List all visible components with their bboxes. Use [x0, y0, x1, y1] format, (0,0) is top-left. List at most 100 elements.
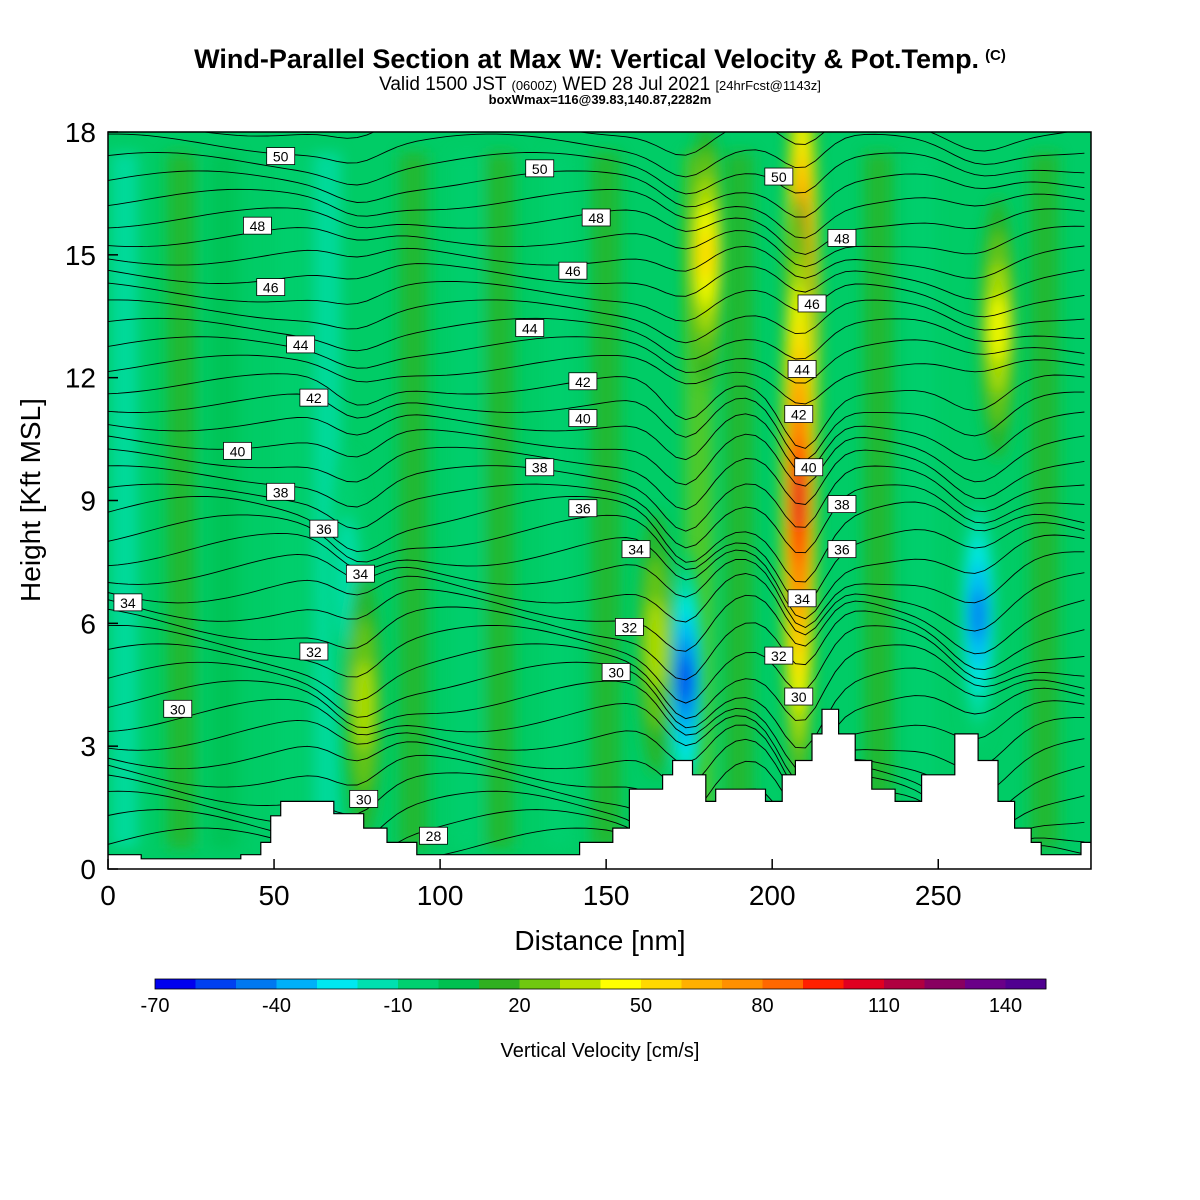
- velocity-features: [329, 132, 1017, 837]
- isotherm-line: [108, 188, 1085, 239]
- isotherm-label: 38: [525, 458, 555, 477]
- isotherm-line: [108, 738, 1085, 802]
- isotherm-label-text: 40: [801, 460, 817, 476]
- isotherm-label: 46: [558, 261, 588, 280]
- colorbar-swatch: [803, 979, 844, 989]
- velocity-core: [969, 588, 987, 642]
- isotherm-label-text: 42: [306, 390, 322, 406]
- isotherm-label: 48: [581, 208, 611, 227]
- plot-area: 50 50 50 48 48 48 46 46 46 44 44 44 42 42 42 40 40 40 38 38…: [108, 132, 1091, 869]
- colorbar-swatch: [965, 979, 1006, 989]
- x-tick-label: 0: [100, 880, 116, 911]
- colorbar-swatch: [155, 979, 196, 989]
- colorbar-swatch: [398, 979, 439, 989]
- isotherm-label: 34: [621, 540, 651, 559]
- isotherm-label-text: 40: [230, 443, 246, 459]
- isotherm-label-text: 38: [273, 484, 289, 500]
- velocity-band: [210, 152, 239, 849]
- isotherm-label-text: 30: [791, 689, 807, 705]
- colorbar-swatch: [519, 979, 561, 989]
- isotherm-label: 38: [266, 482, 296, 501]
- isotherm-label-text: 32: [771, 648, 787, 664]
- colorbar-swatch: [924, 979, 966, 989]
- valid-time: Valid 1500 JST: [379, 74, 507, 95]
- y-tick-label: 3: [80, 731, 96, 762]
- colorbar-swatch: [236, 979, 277, 989]
- y-tick-label: 15: [65, 240, 96, 271]
- isotherm-label-text: 34: [353, 566, 369, 582]
- colorbar-tick-label: 20: [508, 995, 530, 1017]
- isotherm-label: 42: [784, 405, 814, 423]
- isotherm-label-text: 44: [794, 361, 810, 377]
- isotherm-line: [108, 532, 1085, 620]
- velocity-core: [677, 658, 694, 703]
- velocity-band: [724, 152, 753, 849]
- isotherm-label-text: 48: [834, 230, 850, 246]
- isotherm-label: 46: [797, 294, 827, 313]
- colorbar-swatch: [479, 979, 520, 989]
- isotherm-labels: 50 50 50 48 48 48 46 46 46 44 44 44 42 42 42 40 40 40 38 38…: [113, 147, 857, 845]
- x-tick-label: 250: [915, 880, 962, 911]
- isotherm-label-text: 34: [120, 595, 136, 611]
- isotherm-label: 44: [515, 319, 545, 337]
- colorbar-swatch: [681, 979, 723, 989]
- isotherm-label: 46: [256, 278, 286, 296]
- velocity-band: [167, 152, 196, 849]
- isotherm-label: 48: [827, 229, 857, 247]
- valid-date: WED 28 Jul 2021: [562, 74, 711, 95]
- isotherm-label-text: 40: [575, 411, 591, 427]
- isotherm-label: 50: [764, 167, 794, 186]
- velocity-band: [452, 152, 481, 849]
- isotherm-line: [108, 643, 1085, 721]
- velocity-core: [645, 600, 666, 688]
- isotherm-label-text: 30: [608, 664, 624, 680]
- isotherm-line: [108, 717, 1085, 794]
- colorbar-swatch: [1005, 979, 1047, 989]
- x-tick-label: 150: [583, 880, 630, 911]
- isotherm-line: [108, 446, 1085, 511]
- velocity-core: [353, 661, 374, 749]
- isotherm-label-text: 42: [575, 374, 591, 390]
- isotherm-line: [201, 132, 1071, 156]
- colorbar-swatch: [195, 979, 237, 989]
- isotherm-label: 34: [787, 589, 817, 608]
- isotherm-label: 36: [827, 540, 857, 559]
- isotherm-label: 40: [794, 458, 824, 477]
- isotherm-label-text: 28: [426, 828, 442, 844]
- colorbar-tick-label: 50: [630, 995, 652, 1017]
- isotherm-label-text: 44: [522, 321, 538, 337]
- isotherm-label: 34: [345, 564, 375, 583]
- velocity-band: [1030, 152, 1059, 849]
- isotherm-line: [108, 606, 1085, 681]
- isotherm-line: [108, 281, 1085, 322]
- isotherm-label-text: 34: [628, 542, 644, 558]
- isotherm-label-text: 50: [273, 149, 289, 165]
- isotherm-line: [108, 354, 1085, 405]
- velocity-core: [697, 228, 715, 282]
- isotherm-label: 32: [299, 642, 329, 661]
- colorbar-swatch: [276, 979, 318, 989]
- x-axis-label: Distance [nm]: [514, 925, 685, 956]
- x-tick-label: 50: [258, 880, 289, 911]
- copyright-mark: (C): [985, 47, 1006, 64]
- isotherm-label: 30: [601, 663, 631, 681]
- colorbar-tick-label: -70: [141, 995, 170, 1017]
- isotherm-label-text: 46: [565, 263, 581, 279]
- colorbar-swatch: [843, 979, 885, 989]
- y-tick-label: 9: [80, 486, 96, 517]
- isotherm-label-text: 42: [791, 407, 807, 423]
- colorbar-swatch: [317, 979, 358, 989]
- isotherm-label: 42: [568, 372, 598, 391]
- isotherm-label-text: 48: [588, 210, 604, 226]
- y-tick-label: 18: [65, 117, 96, 148]
- isotherm-label-text: 36: [316, 521, 332, 537]
- box-max-info: boxWmax=116@39.83,140.87,2282m: [488, 92, 712, 107]
- colorbar-swatch: [438, 979, 480, 989]
- colorbar-swatch: [600, 979, 642, 989]
- isotherm-label: 28: [419, 826, 448, 845]
- isotherm-label-text: 32: [306, 644, 322, 660]
- colorbar-tick-label: 80: [751, 995, 773, 1017]
- colorbar-swatch: [884, 979, 925, 989]
